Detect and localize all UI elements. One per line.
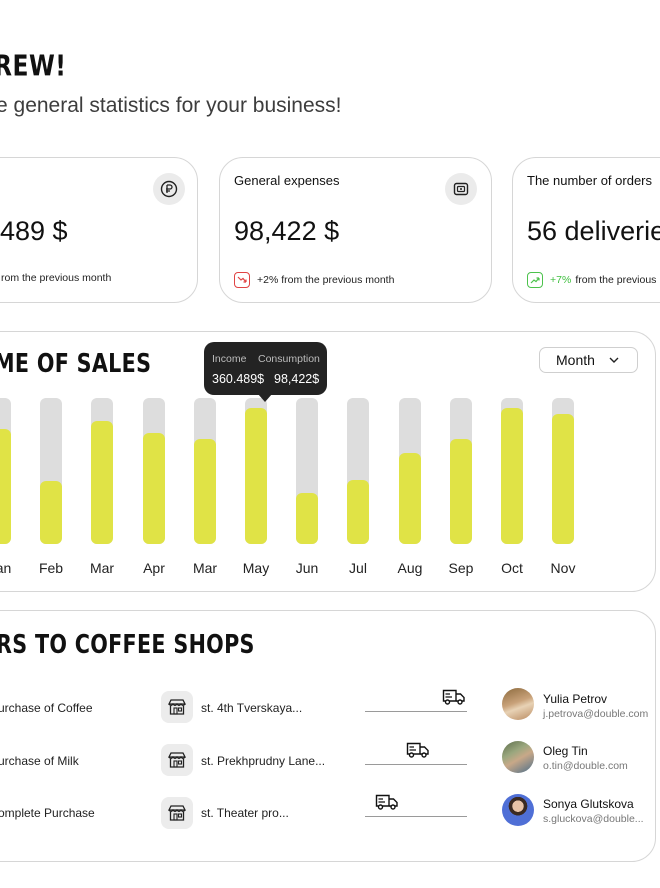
orders-value: 56 deliverie xyxy=(527,216,660,246)
orders-trend: +7% from the previous m xyxy=(527,272,660,288)
expenses-title: General expenses xyxy=(234,173,340,188)
trend-down-icon xyxy=(234,272,250,288)
x-tick-label: May xyxy=(242,560,270,576)
order-address: st. 4th Tverskaya... xyxy=(201,701,303,715)
truck-icon xyxy=(442,688,466,711)
ruble-icon xyxy=(153,173,185,205)
x-tick-label: Mar xyxy=(89,560,115,576)
x-tick-label: Sep xyxy=(448,560,474,576)
income-card: 489 $ rom the previous month xyxy=(0,157,198,303)
tooltip-consumption-label: Consumption xyxy=(258,353,320,365)
delivery-progress-track xyxy=(365,711,467,712)
x-tick-label: Nov xyxy=(550,560,576,576)
orders-panel xyxy=(0,610,656,862)
expenses-trend-text: +2% from the previous month xyxy=(257,274,395,286)
orders-card: The number of orders 56 deliverie +7% fr… xyxy=(512,157,660,303)
order-purchase: urchase of Coffee xyxy=(0,701,93,715)
truck-icon xyxy=(375,793,399,816)
bar-oct[interactable] xyxy=(501,408,523,544)
income-trend: rom the previous month xyxy=(1,272,111,284)
page-subtitle: e general statistics for your business! xyxy=(0,94,342,117)
bar-mar[interactable] xyxy=(91,421,113,544)
tooltip-income-label: Income xyxy=(212,353,247,365)
x-tick-label: Feb xyxy=(38,560,64,576)
period-select-value: Month xyxy=(556,352,595,368)
orders-trend-text: from the previous m xyxy=(575,274,660,286)
x-tick-label: Jul xyxy=(349,560,367,576)
person-email: o.tin@double.com xyxy=(543,760,628,772)
person-email: j.petrova@double.com xyxy=(543,708,649,720)
avatar xyxy=(502,688,534,720)
bar-apr[interactable] xyxy=(143,433,165,544)
x-tick-label: Apr xyxy=(143,560,165,576)
bar-nov[interactable] xyxy=(552,414,574,544)
income-trend-text: rom the previous month xyxy=(1,272,112,284)
x-tick-label: Jan xyxy=(0,560,12,576)
tooltip-arrow xyxy=(258,394,272,402)
x-tick-label: Oct xyxy=(501,560,523,576)
x-tick-label: Jun xyxy=(295,560,319,576)
avatar xyxy=(502,741,534,773)
chart-tooltip: Income Consumption 360.489$ 98,422$ xyxy=(204,342,327,402)
tooltip-income-value: 360.489$ xyxy=(212,372,265,386)
bar-may[interactable] xyxy=(245,408,267,544)
order-purchase: urchase of Milk xyxy=(0,754,79,768)
x-tick-label: Aug xyxy=(397,560,423,576)
orders-title: The number of orders xyxy=(527,173,653,188)
period-select[interactable]: Month xyxy=(539,347,638,373)
expenses-trend: +2% from the previous month xyxy=(234,272,394,288)
delivery-progress-track xyxy=(365,816,467,817)
orders-trend-pct: +7% xyxy=(550,274,572,286)
page-title: REW! xyxy=(0,50,67,84)
bar-jun[interactable] xyxy=(296,493,318,544)
delivery-progress-track xyxy=(365,764,467,765)
bar-jul[interactable] xyxy=(347,480,369,544)
wallet-icon xyxy=(445,173,477,205)
order-purchase: omplete Purchase xyxy=(0,806,95,820)
expenses-card: General expenses 98,422 $ +2% from the p… xyxy=(219,157,492,303)
person-name: Oleg Tin xyxy=(543,744,588,758)
person-name: Yulia Petrov xyxy=(543,692,608,706)
shop-icon xyxy=(161,691,193,723)
shop-icon xyxy=(161,744,193,776)
bar-sep[interactable] xyxy=(450,439,472,544)
order-address: st. Theater pro... xyxy=(201,806,289,820)
person-name: Sonya Glutskova xyxy=(543,797,634,811)
expenses-value: 98,422 $ xyxy=(234,216,340,246)
x-tick-label: Mar xyxy=(192,560,218,576)
bar-aug[interactable] xyxy=(399,453,421,544)
truck-icon xyxy=(406,741,430,764)
bar-feb[interactable] xyxy=(40,481,62,544)
trend-up-icon xyxy=(527,272,543,288)
order-address: st. Prekhprudny Lane... xyxy=(201,754,326,768)
avatar xyxy=(502,794,534,826)
chevron-down-icon xyxy=(609,357,619,363)
bar-jan[interactable] xyxy=(0,429,11,544)
orders-title-heading: RS TO COFFEE SHOPS xyxy=(0,630,255,660)
income-value: 489 $ xyxy=(0,216,68,246)
bar-mar[interactable] xyxy=(194,439,216,544)
person-email: s.gluckova@double... xyxy=(543,813,644,825)
sales-title: ME OF SALES xyxy=(0,349,152,379)
tooltip-consumption-value: 98,422$ xyxy=(274,372,320,386)
shop-icon xyxy=(161,797,193,829)
